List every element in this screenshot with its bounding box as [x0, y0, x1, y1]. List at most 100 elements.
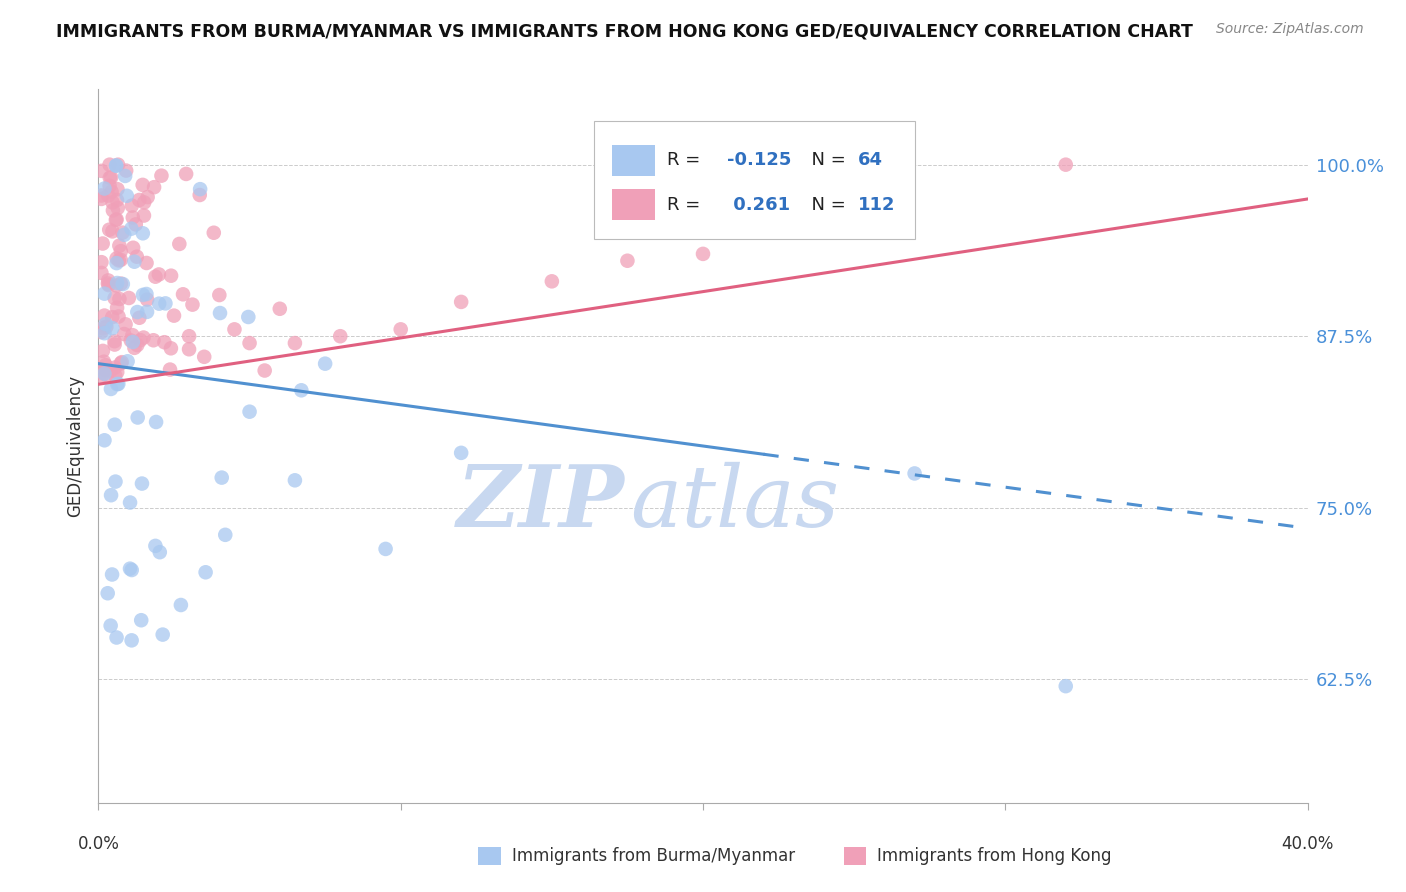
Point — [128, 193, 150, 207]
Point — [117, 354, 139, 368]
Point — [107, 182, 129, 196]
Point — [105, 377, 128, 392]
Point — [104, 417, 127, 432]
Point — [120, 221, 142, 235]
Point — [540, 274, 562, 288]
Point — [160, 268, 183, 283]
Point — [329, 329, 352, 343]
Point — [143, 180, 166, 194]
Point — [127, 410, 149, 425]
Point — [135, 287, 157, 301]
Point — [107, 376, 129, 391]
Point — [450, 446, 472, 460]
Point — [125, 218, 148, 232]
Point — [132, 227, 155, 241]
Point — [150, 169, 173, 183]
Point — [153, 335, 176, 350]
Text: 40.0%: 40.0% — [1281, 835, 1334, 853]
Point — [91, 236, 114, 251]
Point — [177, 329, 201, 343]
Point — [98, 178, 121, 193]
Point — [193, 350, 215, 364]
Point — [163, 309, 186, 323]
Point — [238, 310, 260, 324]
Point — [114, 169, 136, 183]
Point — [107, 201, 129, 215]
Point — [97, 278, 120, 293]
Point — [134, 195, 156, 210]
Point — [104, 291, 127, 305]
Point — [96, 368, 118, 382]
Point — [112, 326, 135, 341]
Point — [118, 495, 141, 509]
Point — [105, 301, 128, 315]
Point — [127, 305, 149, 319]
Point — [152, 627, 174, 641]
Text: Immigrants from Burma/Myanmar: Immigrants from Burma/Myanmar — [512, 847, 794, 865]
Point — [110, 252, 132, 267]
Point — [100, 488, 122, 502]
Point — [124, 254, 146, 268]
Point — [93, 434, 115, 448]
Point — [118, 291, 141, 305]
Point — [98, 364, 121, 378]
Text: 64: 64 — [858, 152, 883, 169]
Point — [110, 356, 132, 370]
Point — [194, 566, 217, 580]
Point — [121, 328, 143, 343]
Point — [93, 286, 115, 301]
Point — [239, 336, 262, 351]
Point — [155, 296, 177, 310]
Text: -0.125: -0.125 — [727, 152, 792, 169]
Point — [105, 159, 128, 173]
Point — [97, 586, 120, 600]
Point — [129, 613, 152, 627]
Point — [90, 368, 112, 383]
Point — [128, 310, 150, 325]
Point — [131, 476, 153, 491]
Point — [121, 199, 143, 213]
Text: ZIP: ZIP — [457, 461, 624, 545]
Point — [90, 325, 112, 339]
Point — [145, 269, 167, 284]
Point — [120, 334, 142, 348]
Point — [90, 164, 112, 178]
Text: R =: R = — [666, 195, 706, 213]
Point — [202, 226, 225, 240]
Point — [188, 188, 211, 202]
Point — [96, 319, 118, 334]
Point — [160, 341, 183, 355]
Point — [159, 362, 181, 376]
Point — [103, 334, 125, 349]
Point — [118, 562, 141, 576]
Point — [374, 541, 396, 556]
Text: N =: N = — [800, 195, 851, 213]
Point — [98, 158, 121, 172]
Point — [110, 244, 132, 259]
Point — [115, 163, 138, 178]
Point — [100, 618, 122, 632]
Point — [208, 306, 231, 320]
Point — [101, 567, 124, 582]
Point — [136, 293, 159, 307]
Point — [108, 253, 131, 268]
Point — [214, 528, 236, 542]
Point — [169, 236, 191, 251]
Point — [111, 355, 134, 369]
Point — [136, 190, 159, 204]
Point — [90, 365, 112, 379]
Point — [100, 170, 122, 185]
Point — [93, 355, 115, 369]
Point — [239, 405, 262, 419]
Point — [692, 247, 714, 261]
Point — [105, 212, 128, 227]
Text: N =: N = — [800, 152, 851, 169]
Point — [145, 539, 167, 553]
Point — [170, 598, 193, 612]
FancyBboxPatch shape — [595, 121, 915, 239]
Point — [211, 470, 233, 484]
Point — [114, 318, 136, 332]
Point — [125, 250, 148, 264]
Point — [105, 193, 128, 207]
Point — [91, 321, 114, 335]
